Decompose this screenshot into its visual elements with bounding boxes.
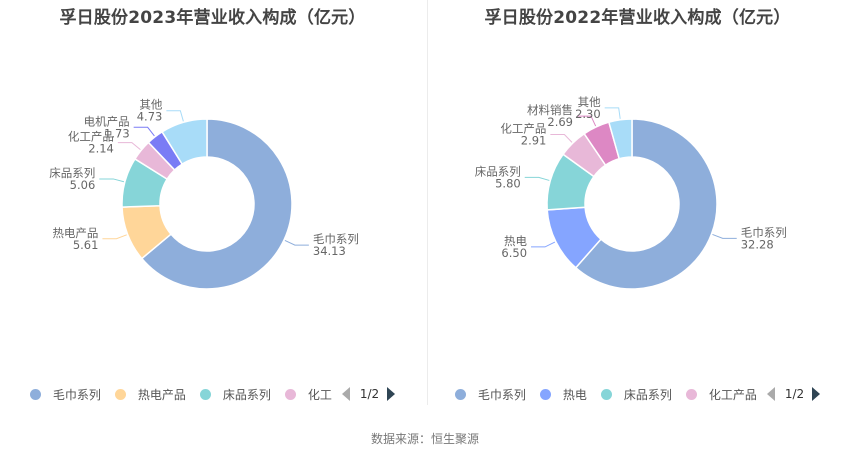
legend-dot-icon [114,388,126,400]
slice-label-value: 2.30 [575,107,601,121]
legend-item-bedding[interactable]: 床品系列 [600,386,672,403]
slice-label-name: 毛巾系列 [741,225,787,239]
legend-label: 化工 [307,387,332,402]
chart-title: 孚日股份2023年营业收入构成（亿元） [59,8,366,28]
slice-label-name: 床品系列 [475,164,521,178]
donut-slice[interactable] [140,118,293,290]
legend: 毛巾系列 热电 床品系列 化工产品 1/2 [425,383,850,405]
legend-dot-icon [685,388,697,400]
legend-pager: 1/2 [766,387,821,401]
label-leader-line [133,126,155,137]
slice-label-value: 6.50 [501,246,527,260]
chart-panel-2022: 孚日股份2022年营业收入构成（亿元） 毛巾系列 32.28 热电 6.50 床品系列 5… [425,0,850,410]
donut-slice[interactable] [161,118,208,166]
slice-label-name: 材料销售 [527,103,573,117]
label-leader-line [166,110,184,122]
donut-slice[interactable] [607,118,633,160]
legend-label: 毛巾系列 [477,387,526,402]
slice-label-value: 2.91 [521,133,547,147]
slice-label-name: 化工产品 [68,130,114,144]
chart-panel-2023: 孚日股份2023年营业收入构成（亿元） 毛巾系列 34.13 热电产品 5.61 床品系… [0,0,425,410]
legend-item-towel[interactable]: 毛巾系列 [29,386,101,403]
legend-pager: 1/2 [341,387,396,401]
label-leader-line [99,178,125,183]
legend-label: 床品系列 [222,387,271,402]
legend-item-chemical[interactable]: 化工产品 [685,386,757,403]
slice-label-name: 热电产品 [52,226,98,240]
legend-label: 热电产品 [137,387,186,402]
label-leader-line [102,234,127,240]
label-leader-line [284,239,309,246]
label-leader-line [531,241,556,248]
prev-page-icon[interactable] [766,387,775,401]
legend: 毛巾系列 热电产品 床品系列 化工 1/2 [0,383,425,405]
legend-item-towel[interactable]: 毛巾系列 [454,386,526,403]
slice-label-name: 其他 [578,95,601,109]
slice-label-value: 5.80 [495,176,521,190]
slice-label-value: 4.73 [137,110,163,124]
label-leader-line [604,107,621,119]
label-leader-line [550,133,573,143]
legend-item-bedding[interactable]: 床品系列 [199,386,271,403]
legend-dot-icon [600,388,612,400]
legend-label: 化工产品 [708,387,757,402]
chart-title: 孚日股份2022年营业收入构成（亿元） [484,8,791,28]
legend-dot-icon [199,388,211,400]
legend-label: 毛巾系列 [52,387,101,402]
slice-label-value: 1.73 [104,126,130,140]
slice-label-value: 2.69 [547,115,573,129]
data-source-caption: 数据来源：恒生聚源 [370,432,479,446]
prev-page-icon[interactable] [341,387,350,401]
legend-page-indicator: 1/2 [784,387,805,401]
donut-slice[interactable] [574,118,718,290]
next-page-icon[interactable] [387,387,396,401]
legend-item-thermal[interactable]: 热电产品 [114,386,186,403]
legend-item-chemical[interactable]: 化工 [284,386,332,403]
label-leader-line [524,176,550,181]
slice-label-name: 化工产品 [500,121,546,135]
legend-dot-icon [29,388,41,400]
legend-item-thermal[interactable]: 热电 [539,386,587,403]
slice-label-value: 34.13 [313,244,346,258]
slice-label-value: 32.28 [741,237,774,251]
legend-page-indicator: 1/2 [359,387,380,401]
label-leader-line [712,233,737,239]
legend-dot-icon [539,388,551,400]
slice-label-value: 5.61 [73,238,99,252]
slice-label-name: 毛巾系列 [313,232,359,246]
label-leader-line [117,142,141,150]
next-page-icon[interactable] [812,387,821,401]
slice-label-name: 床品系列 [49,166,95,180]
label-leader-line [577,115,597,127]
legend-label: 床品系列 [623,387,672,402]
slice-label-name: 其他 [139,98,162,112]
slice-label-name: 热电 [504,234,527,248]
legend-dot-icon [454,388,466,400]
legend-label: 热电 [562,387,587,402]
slice-label-name: 电机产品 [84,114,130,128]
panel-divider [427,0,428,405]
slice-label-value: 2.14 [88,142,114,156]
legend-dot-icon [284,388,296,400]
slice-label-value: 5.06 [70,178,96,192]
